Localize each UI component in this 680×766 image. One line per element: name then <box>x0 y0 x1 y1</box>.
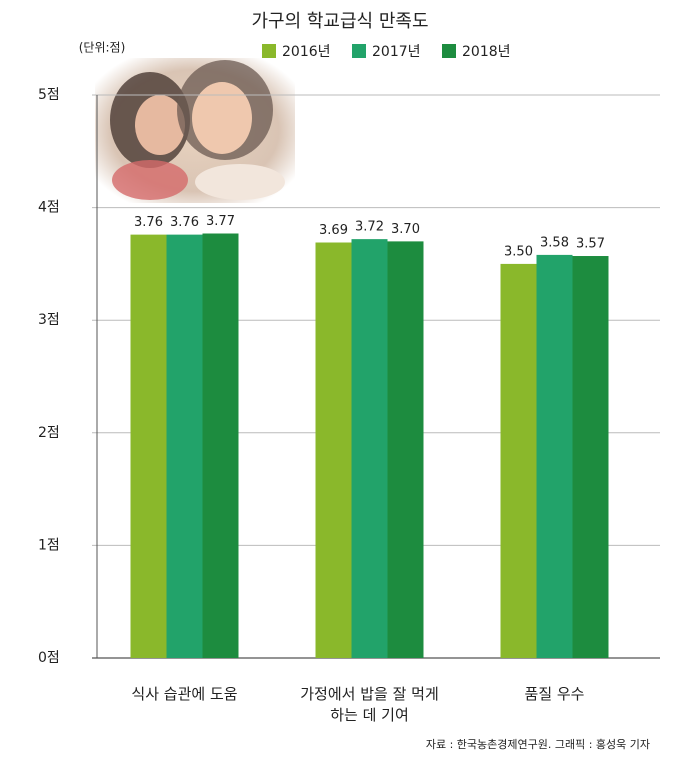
bar <box>387 241 424 658</box>
legend-label: 2016년 <box>282 44 331 60</box>
y-tick-label: 2점 <box>38 425 60 441</box>
x-tick-label: 식사 습관에 도움 <box>131 685 238 703</box>
bar <box>130 234 167 658</box>
value-label: 3.50 <box>504 244 533 259</box>
legend-swatch <box>262 44 276 58</box>
value-label: 3.76 <box>170 215 199 230</box>
photo <box>95 58 295 203</box>
value-label: 3.77 <box>206 214 235 229</box>
y-tick-label: 0점 <box>38 650 60 666</box>
bar <box>572 256 609 658</box>
legend-swatch <box>442 44 456 58</box>
x-tick-label: 가정에서 밥을 잘 먹게 하는 데 기여 <box>300 685 439 724</box>
value-label: 3.72 <box>355 220 384 235</box>
y-tick-label: 1점 <box>38 537 60 553</box>
chart-title: 가구의 학교급식 만족도 <box>251 11 428 32</box>
bar <box>536 254 573 658</box>
value-label: 3.69 <box>319 223 348 238</box>
value-label: 3.70 <box>391 222 420 237</box>
y-tick-label: 4점 <box>38 200 60 216</box>
value-label: 3.58 <box>540 235 569 250</box>
unit-label: (단위:점) <box>79 41 126 55</box>
bar <box>315 242 352 659</box>
source-note: 자료 : 한국농촌경제연구원. 그래픽 : 홍성욱 기자 <box>426 737 650 751</box>
value-label: 3.76 <box>134 215 163 230</box>
x-tick-label: 품질 우수 <box>524 685 585 703</box>
bar <box>202 233 239 659</box>
bar <box>351 239 388 659</box>
value-label: 3.57 <box>576 237 605 252</box>
legend-label: 2018년 <box>462 44 511 60</box>
legend-label: 2017년 <box>372 44 421 60</box>
y-tick-label: 3점 <box>38 312 60 328</box>
bar <box>166 234 203 658</box>
y-tick-label: 5점 <box>38 87 60 103</box>
legend-swatch <box>352 44 366 58</box>
bar <box>500 263 537 658</box>
